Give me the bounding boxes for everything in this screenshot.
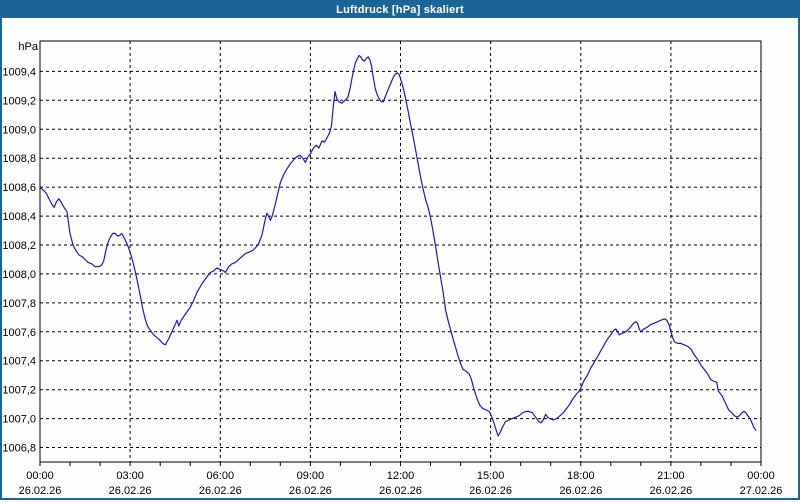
y-axis-unit-label: hPa xyxy=(18,41,38,53)
x-tick-time-label: 21:00 xyxy=(657,470,685,482)
y-tick-label: 1009,0 xyxy=(2,124,36,136)
x-tick-time-label: 00:00 xyxy=(747,470,775,482)
y-tick-label: 1008,8 xyxy=(2,153,36,165)
y-tick-label: 1007,6 xyxy=(2,327,36,339)
y-tick-label: 1008,2 xyxy=(2,240,36,252)
y-tick-label: 1008,6 xyxy=(2,182,36,194)
plot-border xyxy=(39,40,762,463)
x-tick-date-label: 26.02.26 xyxy=(199,485,242,497)
y-tick-label: 1008,4 xyxy=(2,211,36,223)
x-tick-date-label: 26.02.26 xyxy=(559,485,602,497)
y-tick-label: 1007,8 xyxy=(2,298,36,310)
y-tick-label: 1007,0 xyxy=(2,414,36,426)
x-tick-time-label: 18:00 xyxy=(567,470,595,482)
pressure-line-chart: 1006,8 1007,0 1007,2 1007,4 1007,6 1007,8 1008… xyxy=(2,40,783,497)
x-tick-time-label: 03:00 xyxy=(116,470,144,482)
y-tick-label: 1006,8 xyxy=(2,443,36,455)
x-tick-date-label: 26.02.26 xyxy=(19,485,62,497)
x-tick-time-label: 09:00 xyxy=(297,470,325,482)
x-tick-date-label: 27.02.26 xyxy=(740,485,783,497)
title-bar: Luftdruck [hPa] skaliert xyxy=(2,2,798,18)
x-tick-date-label: 26.02.26 xyxy=(289,485,332,497)
y-tick-label: 1009,2 xyxy=(2,95,36,107)
y-tick-label: 1007,2 xyxy=(2,385,36,397)
chart-body: 1006,8 1007,0 1007,2 1007,4 1007,6 1007,8 1008… xyxy=(2,18,798,498)
x-tick-time-label: 12:00 xyxy=(387,470,415,482)
x-tick-date-label: 26.02.26 xyxy=(109,485,152,497)
y-tick-label: 1007,4 xyxy=(2,356,36,368)
y-tick-label: 1009,4 xyxy=(2,66,36,78)
x-tick-date-label: 26.02.26 xyxy=(469,485,512,497)
chart-title: Luftdruck [hPa] skaliert xyxy=(336,4,464,16)
x-tick-time-label: 06:00 xyxy=(207,470,235,482)
x-tick-date-label: 26.02.26 xyxy=(379,485,422,497)
x-tick-date-label: 26.02.26 xyxy=(649,485,692,497)
x-tick-time-label: 00:00 xyxy=(26,470,54,482)
pressure-series-line xyxy=(39,54,757,437)
y-tick-label: 1008,0 xyxy=(2,269,36,281)
x-tick-time-label: 15:00 xyxy=(477,470,505,482)
